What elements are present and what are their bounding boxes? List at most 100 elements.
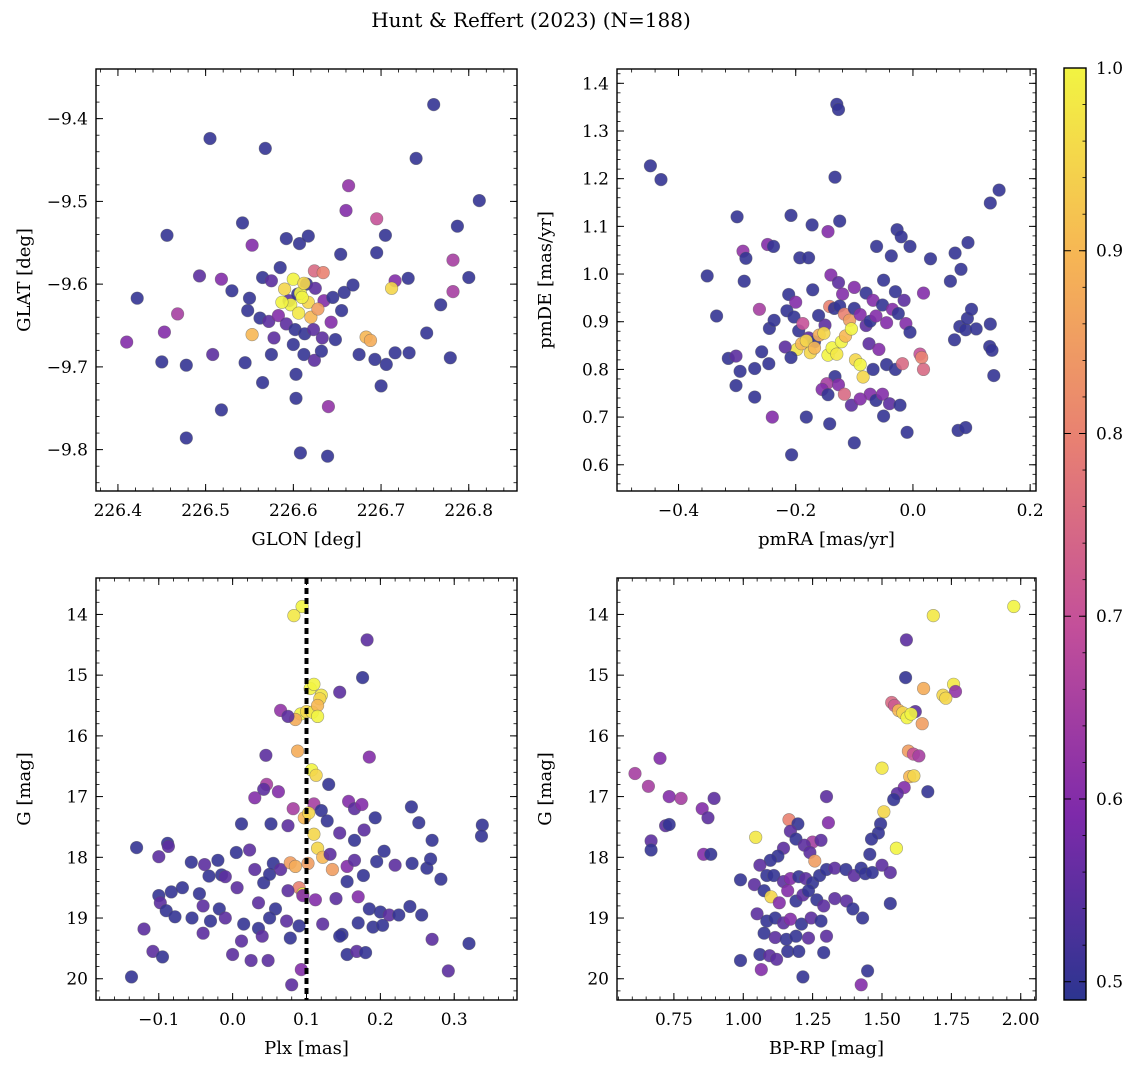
- data-point: [273, 261, 287, 275]
- data-point: [796, 317, 810, 331]
- x-axis-label: GLON [deg]: [251, 529, 361, 550]
- figure-title: Hunt & Reffert (2023) (N=188): [371, 8, 691, 32]
- data-point: [324, 315, 338, 329]
- data-point: [831, 102, 846, 117]
- scatter-points: [643, 97, 1006, 462]
- data-point: [814, 914, 828, 928]
- data-point: [749, 830, 763, 844]
- data-point: [130, 291, 144, 305]
- colorbar-tick-label: 0.8: [1096, 424, 1123, 444]
- data-point: [472, 194, 486, 208]
- data-point: [709, 309, 724, 323]
- panel-position: 226.4 226.5 226.6 226.7 226.8 −9.4 −9.5 −9.6 −9.…: [14, 68, 518, 550]
- data-point: [130, 840, 144, 855]
- data-point: [959, 421, 973, 435]
- data-point: [954, 262, 968, 276]
- data-point: [264, 274, 279, 288]
- data-point: [295, 290, 309, 305]
- data-point: [378, 228, 393, 242]
- data-point: [346, 278, 360, 292]
- data-point: [799, 410, 813, 424]
- x-tick-label: 0.1: [293, 1010, 320, 1030]
- data-point: [379, 357, 393, 372]
- data-point: [202, 869, 216, 883]
- data-point: [983, 317, 997, 331]
- data-point: [872, 342, 886, 357]
- data-point: [888, 285, 903, 299]
- data-point: [828, 861, 842, 875]
- data-point: [769, 952, 784, 966]
- data-point: [887, 792, 901, 807]
- data-point: [360, 633, 374, 647]
- data-point: [752, 302, 767, 316]
- y-tick-label: 14: [66, 605, 88, 625]
- data-point: [768, 930, 782, 945]
- data-point: [314, 803, 328, 818]
- data-point: [179, 358, 193, 372]
- panel-parallax-magnitude: −0.1 0.0 0.1 0.2 0.3 14 15 16 17 18 19 20 Plx [mas] G…: [14, 577, 518, 1059]
- data-point: [898, 670, 913, 685]
- data-point: [884, 249, 898, 263]
- data-point: [821, 816, 836, 830]
- data-point: [234, 934, 249, 948]
- data-point: [297, 347, 311, 362]
- data-point: [120, 335, 134, 349]
- data-point: [262, 314, 276, 329]
- data-point: [701, 811, 715, 825]
- data-point: [370, 854, 384, 869]
- data-point: [784, 208, 798, 222]
- data-point: [308, 281, 322, 295]
- data-point: [404, 800, 419, 814]
- data-point: [789, 295, 803, 309]
- data-point: [792, 944, 806, 959]
- data-point: [287, 608, 301, 623]
- data-point: [733, 364, 747, 378]
- data-point: [321, 449, 335, 463]
- x-tick-label: 226.5: [181, 501, 230, 521]
- data-point: [160, 228, 174, 242]
- scatter-points: [120, 97, 486, 463]
- data-point: [329, 891, 343, 906]
- data-point: [155, 950, 170, 964]
- data-point: [796, 970, 810, 984]
- data-point: [333, 929, 347, 943]
- data-point: [152, 850, 166, 864]
- x-tick-label: −0.4: [658, 501, 699, 521]
- y-tick-label: −9.7: [47, 358, 88, 378]
- x-tick-label: 0.3: [441, 1010, 468, 1030]
- y-tick-label: 20: [587, 970, 609, 990]
- data-point: [729, 349, 743, 363]
- data-point: [474, 829, 489, 843]
- data-point: [865, 865, 879, 880]
- data-point: [801, 884, 816, 898]
- data-point: [750, 907, 764, 921]
- data-point: [801, 931, 816, 945]
- axes-frame: [616, 68, 1037, 492]
- data-point: [226, 947, 240, 962]
- data-point: [192, 269, 207, 283]
- data-point: [257, 782, 271, 796]
- data-point: [278, 282, 292, 296]
- data-point: [897, 293, 911, 307]
- data-point: [342, 179, 356, 193]
- y-tick-label: 17: [66, 788, 88, 808]
- x-tick-label: 0.2: [367, 1010, 394, 1030]
- data-point: [196, 926, 210, 940]
- data-point: [983, 196, 997, 210]
- data-point: [733, 873, 748, 887]
- data-point: [923, 252, 938, 266]
- data-point: [234, 817, 249, 831]
- colorbar-tick-label: 0.5: [1096, 973, 1123, 993]
- y-tick-label: 19: [66, 909, 88, 929]
- data-point: [409, 151, 423, 165]
- data-point: [340, 874, 354, 889]
- data-point: [753, 858, 767, 872]
- data-point: [739, 251, 753, 265]
- data-point: [258, 141, 272, 155]
- data-point: [279, 232, 293, 246]
- data-point: [347, 853, 362, 867]
- data-point: [280, 914, 294, 928]
- data-point: [844, 322, 859, 336]
- data-point: [271, 309, 286, 323]
- data-point: [475, 818, 489, 832]
